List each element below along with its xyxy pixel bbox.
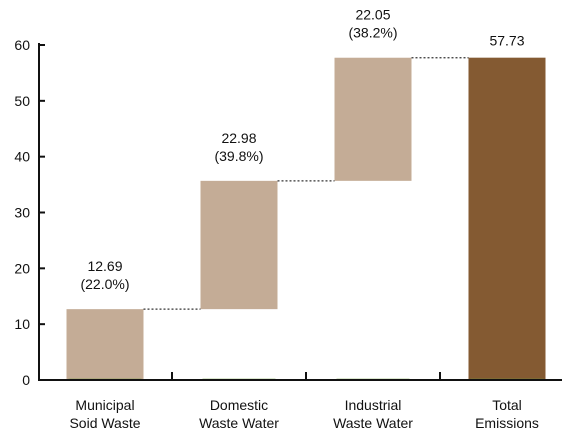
share-label: (22.0%) [80,276,129,292]
value-label: 12.69 [87,258,122,274]
y-tick-label: 20 [14,260,30,276]
y-tick-label: 40 [14,149,30,165]
total-bar [468,57,546,381]
value-label: 57.73 [489,33,524,49]
chart-marks: 12.69 (22.0%) 22.98 (39.8%) 22.05 (38.2%) 57.7… [14,7,562,431]
x-category-label: Emissions [475,415,539,431]
y-tick-label: 60 [14,37,30,53]
value-label: 22.98 [221,130,256,146]
x-category-label: Waste Water [199,415,279,431]
y-tick-label: 10 [14,316,30,332]
value-label: 22.05 [355,7,390,23]
y-tick-label: 0 [22,372,30,388]
waterfall-bar [66,309,144,380]
waterfall-bar [200,180,278,310]
share-label: (39.8%) [214,148,263,164]
y-tick-label: 50 [14,93,30,109]
waterfall-bar [334,57,412,181]
x-category-label: Total [492,397,522,413]
y-tick-label: 30 [14,205,30,221]
x-category-label: Waste Water [333,415,413,431]
share-label: (38.2%) [348,25,397,41]
x-category-label: Municipal [75,397,134,413]
x-category-label: Industrial [345,397,402,413]
x-category-label: Soid Waste [69,415,140,431]
x-category-label: Domestic [210,397,268,413]
